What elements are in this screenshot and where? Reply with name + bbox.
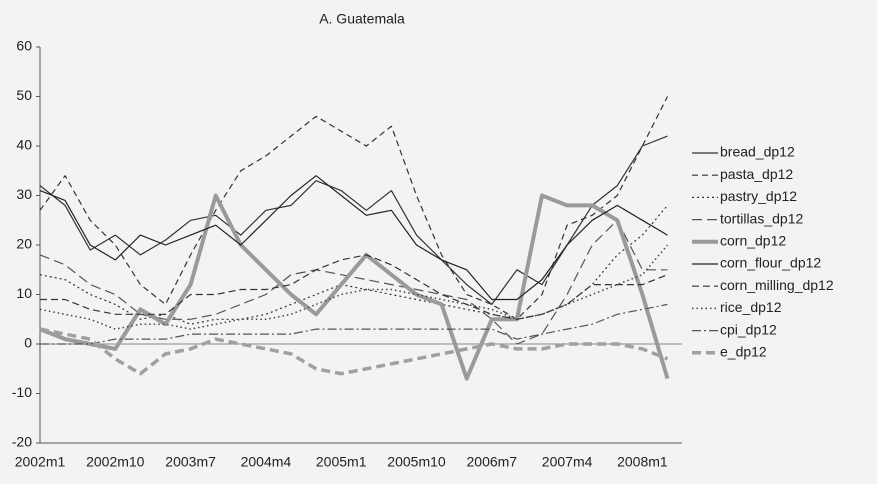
x-tick-label: 2007m4 [542,454,593,470]
legend-label: bread_dp12 [720,144,795,160]
y-tick-label: -10 [12,384,32,400]
y-tick-label: 0 [24,335,32,351]
series-line [39,193,670,381]
series-line [39,96,669,320]
y-tick-label: 50 [16,87,32,103]
legend-label: tortillas_dp12 [720,210,803,226]
series-line [40,254,668,320]
series-line [39,327,669,376]
series-line [39,219,668,345]
x-tick-label: 2005m10 [387,454,446,470]
series-line [40,303,668,345]
legend-label: pasta_dp12 [720,166,793,182]
y-tick-label: 60 [16,38,32,54]
legend-label: corn_flour_dp12 [720,255,821,271]
x-tick-label: 2002m1 [15,454,66,470]
legend-label: corn_milling_dp12 [720,277,834,293]
y-tick-label: 30 [16,186,32,202]
y-tick-label: 10 [16,285,32,301]
series-line [39,175,668,301]
chart-title: A. Guatemala [319,11,405,27]
y-tick-label: 40 [16,137,32,153]
legend-label: cpi_dp12 [720,321,777,337]
x-tick-label: 2006m7 [467,454,518,470]
legend-label: rice_dp12 [720,299,782,315]
x-tick-label: 2008m1 [617,454,668,470]
x-tick-label: 2002m10 [86,454,145,470]
x-tick-label: 2004m4 [241,454,292,470]
x-tick-label: 2005m1 [316,454,367,470]
legend-label: e_dp12 [720,344,767,360]
x-tick-label: 2003m7 [165,454,216,470]
legend-label: pastry_dp12 [720,188,797,204]
legend-label: corn_dp12 [720,233,786,249]
series-line [39,205,668,325]
y-tick-label: 20 [16,236,32,252]
y-tick-label: -20 [12,434,32,450]
